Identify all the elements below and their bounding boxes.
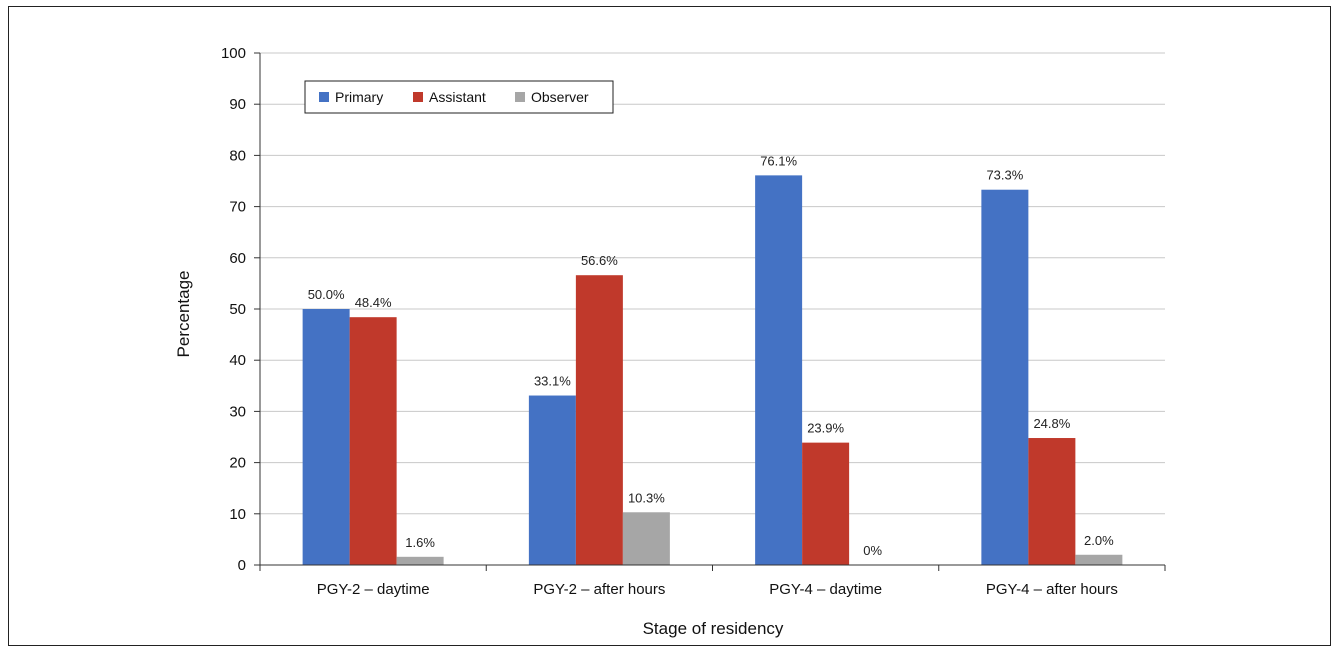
y-tick-label: 80 — [229, 147, 246, 164]
legend-swatch-assistant — [413, 92, 423, 102]
bar-primary-4 — [981, 189, 1029, 566]
y-tick-label: 30 — [229, 403, 246, 420]
data-label: 24.8% — [1033, 416, 1070, 431]
x-tick-label: PGY-4 – daytime — [769, 581, 882, 598]
y-tick-label: 20 — [229, 455, 246, 472]
bar-assistant-1 — [349, 317, 397, 565]
bar-assistant-2 — [575, 275, 623, 565]
bar-observer-1 — [396, 556, 444, 565]
y-tick-label: 50 — [229, 301, 246, 318]
legend: Primary Assistant Observer — [304, 80, 614, 114]
y-tick-label: 100 — [221, 45, 246, 62]
legend-label-observer: Observer — [531, 89, 589, 105]
data-label: 23.9% — [807, 421, 844, 436]
data-label: 76.1% — [760, 153, 797, 168]
y-tick-label: 60 — [229, 250, 246, 267]
bar-observer-2 — [622, 512, 670, 565]
data-label: 10.3% — [628, 490, 665, 505]
bar-assistant-3 — [802, 442, 850, 565]
legend-box — [304, 80, 614, 114]
legend-label-primary: Primary — [335, 89, 383, 105]
y-tick-label: 90 — [229, 96, 246, 113]
y-axis-title: Percentage — [174, 271, 193, 358]
axes: 0 10 20 30 40 50 60 70 80 90 100 PGY-2 – daytime PGY… — [221, 45, 1166, 598]
data-label: 1.6% — [405, 535, 435, 550]
x-axis-title: Stage of residency — [643, 619, 784, 638]
legend-label-assistant: Assistant — [429, 89, 486, 105]
legend-swatch-observer — [515, 92, 525, 102]
data-label: 50.0% — [308, 287, 345, 302]
bar-primary-3 — [755, 175, 803, 566]
bar-assistant-4 — [1028, 438, 1076, 565]
bar-observer-4 — [1075, 554, 1123, 565]
y-tick-label: 10 — [229, 506, 246, 523]
y-tick-label: 40 — [229, 352, 246, 369]
data-label: 48.4% — [355, 295, 392, 310]
data-label: 56.6% — [581, 253, 618, 268]
y-tick-label: 70 — [229, 199, 246, 216]
bar-primary-2 — [528, 395, 576, 565]
data-label: 33.1% — [534, 374, 571, 389]
x-tick-label: PGY-4 – after hours — [986, 581, 1118, 598]
x-tick-label: PGY-2 – after hours — [533, 581, 665, 598]
bar-primary-1 — [302, 309, 350, 565]
data-label: 73.3% — [986, 168, 1023, 183]
y-tick-label: 0 — [238, 557, 246, 574]
x-tick-label: PGY-2 – daytime — [317, 581, 430, 598]
data-labels: 50.0% 48.4% 1.6% 33.1% 56.6% 10.3% 76.1% 23.9% 0… — [308, 153, 1114, 558]
legend-swatch-primary — [319, 92, 329, 102]
bars — [302, 175, 1123, 566]
data-label: 2.0% — [1084, 533, 1114, 548]
data-label: 0% — [863, 543, 882, 558]
